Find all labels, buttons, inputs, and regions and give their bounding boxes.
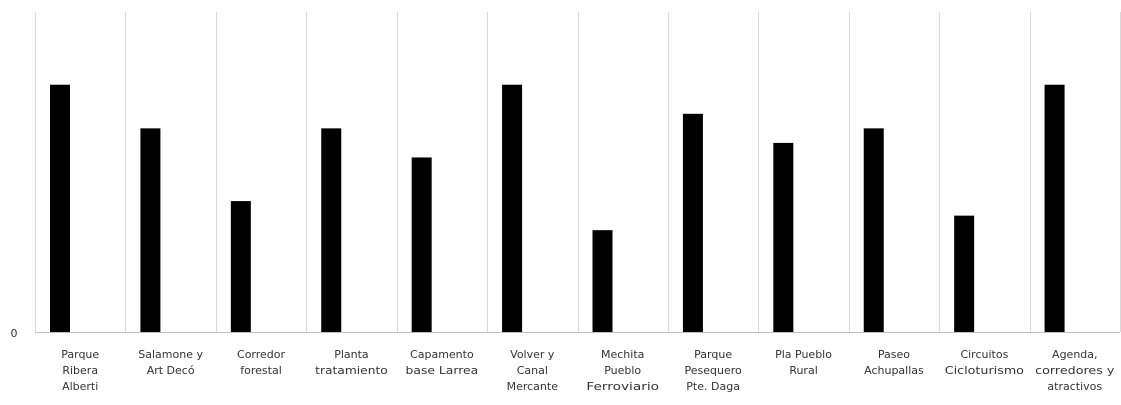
x-tick-label: Canal	[517, 364, 548, 377]
x-tick-label: Parque	[61, 348, 99, 361]
x-tick-label: corredores y	[1035, 364, 1115, 377]
x-tick-label: Circuitos	[960, 348, 1008, 361]
x-tick-label: Rural	[789, 364, 817, 377]
x-tick-label: Ferroviario	[586, 380, 659, 393]
bar	[50, 84, 70, 333]
bars	[50, 84, 1065, 333]
bar	[230, 201, 251, 332]
x-tick-label: Parque	[694, 348, 732, 361]
x-tick-label: Alberti	[62, 380, 98, 393]
bar	[773, 142, 794, 332]
bar	[1044, 84, 1065, 333]
x-tick-label: Volver y	[510, 348, 555, 361]
bar	[502, 84, 523, 333]
x-tick-label: Salamone y	[138, 348, 203, 361]
x-tick-label: Achupallas	[864, 364, 924, 377]
bar	[321, 128, 342, 332]
x-tick-label: Pla Pueblo	[775, 348, 832, 361]
x-tick-label: Art Decó	[147, 364, 195, 377]
bar	[140, 128, 161, 332]
x-tick-label: Planta	[334, 348, 368, 361]
x-tick-label: Agenda,	[1052, 348, 1097, 361]
x-tick-label: Mercante	[507, 380, 559, 393]
bar	[411, 157, 432, 332]
x-tick-label: atractivos	[1047, 380, 1102, 393]
x-tick-labels: Parque Ribera Alberti Salamone y Art Decó Cor…	[61, 348, 1115, 393]
y-tick-labels: 0	[11, 327, 18, 340]
x-tick-label: Corredor	[237, 348, 286, 361]
x-tick-label: forestal	[240, 364, 282, 377]
x-tick-label: Ribera	[62, 364, 98, 377]
bar	[682, 113, 703, 333]
x-tick-label: Cicloturismo	[945, 364, 1024, 377]
x-tick-label: Mechita	[601, 348, 644, 361]
x-tick-label: Capamento	[410, 348, 474, 361]
bar	[863, 128, 884, 332]
y-tick-label: 0	[11, 327, 18, 340]
x-tick-label: base Larrea	[406, 364, 479, 377]
x-tick-label: Pte. Daga	[686, 380, 740, 393]
x-tick-label: Pueblo	[604, 364, 641, 377]
x-tick-label: Paseo	[878, 348, 910, 361]
bar	[592, 230, 613, 332]
bar	[954, 215, 975, 332]
x-tick-label: tratamiento	[315, 364, 388, 377]
x-tick-label: Pesequero	[685, 364, 743, 377]
